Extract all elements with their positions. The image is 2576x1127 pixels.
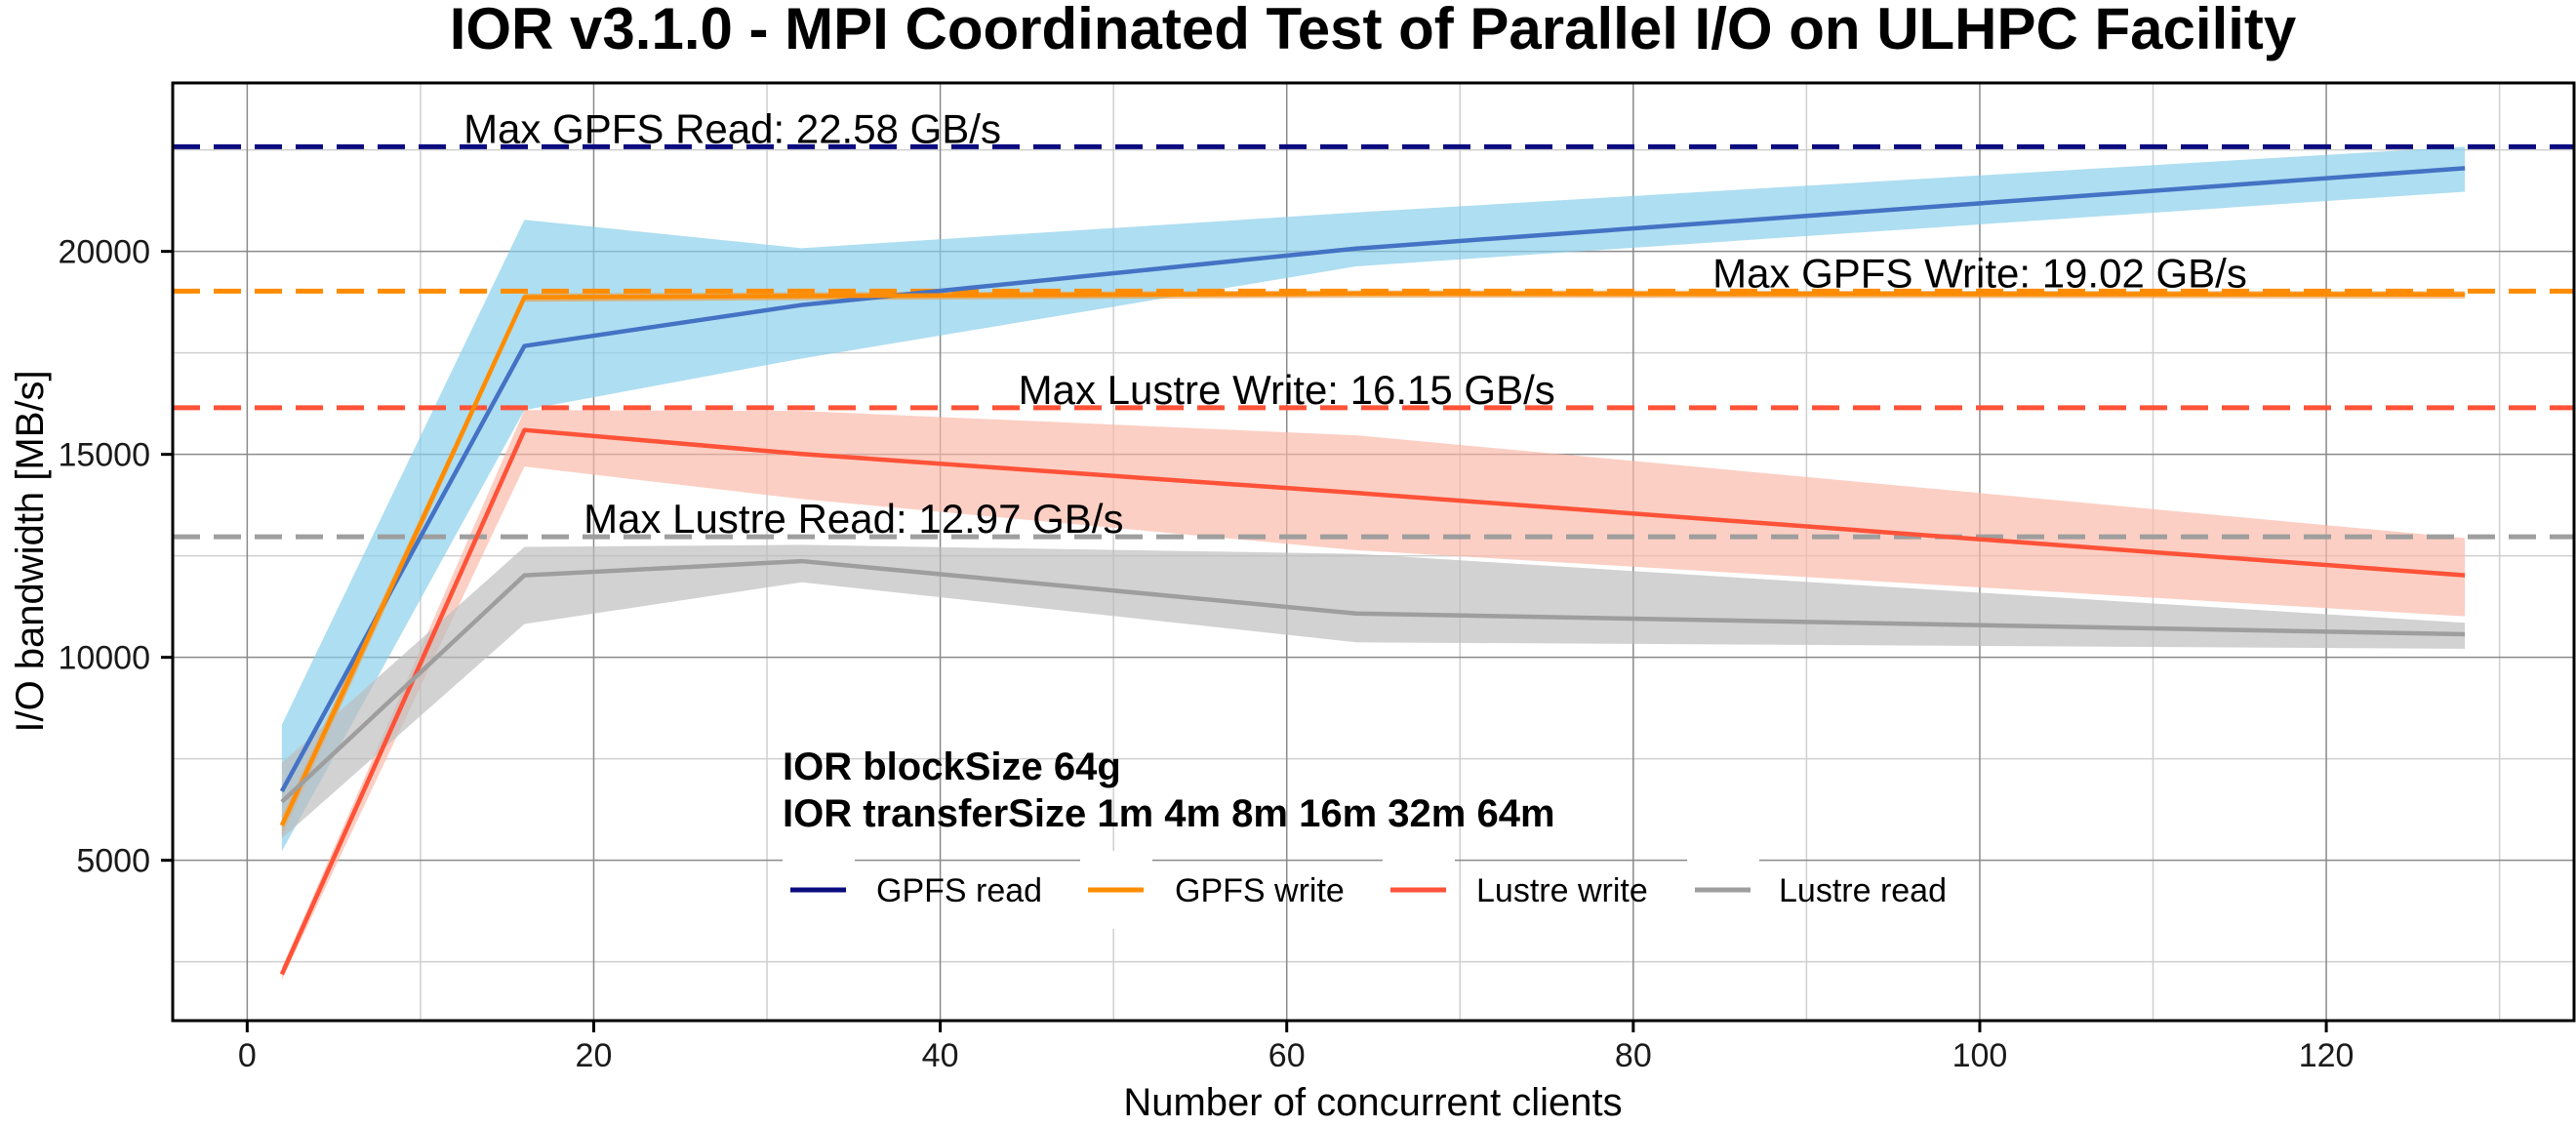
x-tick-label: 100 (1952, 1037, 2008, 1074)
x-tick-label: 40 (922, 1037, 959, 1074)
panel-border (171, 81, 2576, 1023)
ribbons (281, 146, 2466, 981)
ribbon-lustre-read (281, 544, 2466, 839)
axes: 0 20 40 60 80 100 120 5000 10000 15000 20000 (58, 234, 2354, 1074)
x-tick-label: 60 (1268, 1037, 1306, 1074)
max-annotations: Max GPFS Read: 22.58 GB/s Max GPFS Write:… (463, 105, 2247, 542)
y-tick-label: 20000 (58, 234, 150, 271)
legend-label: GPFS read (876, 872, 1042, 909)
max-annotation: Max GPFS Write: 19.02 GB/s (1712, 250, 2247, 296)
y-axis-title: I/O bandwidth [MB/s] (9, 370, 52, 732)
ribbon-lustre-write (281, 410, 2466, 981)
x-tick-label: 20 (576, 1037, 613, 1074)
legend-label: GPFS write (1175, 872, 1345, 909)
x-tick-label: 80 (1615, 1037, 1652, 1074)
max-annotation: Max GPFS Read: 22.58 GB/s (463, 105, 1001, 151)
y-tick-label: 5000 (76, 843, 150, 880)
y-tick-label: 10000 (58, 640, 150, 677)
legend-label: Lustre write (1476, 872, 1648, 909)
y-tick-label: 15000 (58, 437, 150, 474)
info-blocksize: IOR blockSize 64g (783, 745, 1121, 788)
chart-title: IOR v3.1.0 - MPI Coordinated Test of Par… (450, 0, 2297, 61)
info-transfersize: IOR transferSize 1m 4m 8m 16m 32m 64m (783, 792, 1555, 835)
legend-label: Lustre read (1779, 872, 1947, 909)
max-lines (173, 143, 2574, 540)
x-axis-title: Number of concurrent clients (1123, 1081, 1622, 1124)
max-annotation: Max Lustre Read: 12.97 GB/s (584, 496, 1123, 542)
x-tick-label: 0 (238, 1037, 257, 1074)
series-lines (279, 166, 2466, 976)
legend: GPFS read GPFS write Lustre write Lustre re… (783, 851, 1947, 929)
max-annotation: Max Lustre Write: 16.15 GB/s (1019, 367, 1555, 413)
ribbon-gpfs-read (281, 146, 2466, 852)
x-tick-label: 120 (2299, 1037, 2355, 1074)
